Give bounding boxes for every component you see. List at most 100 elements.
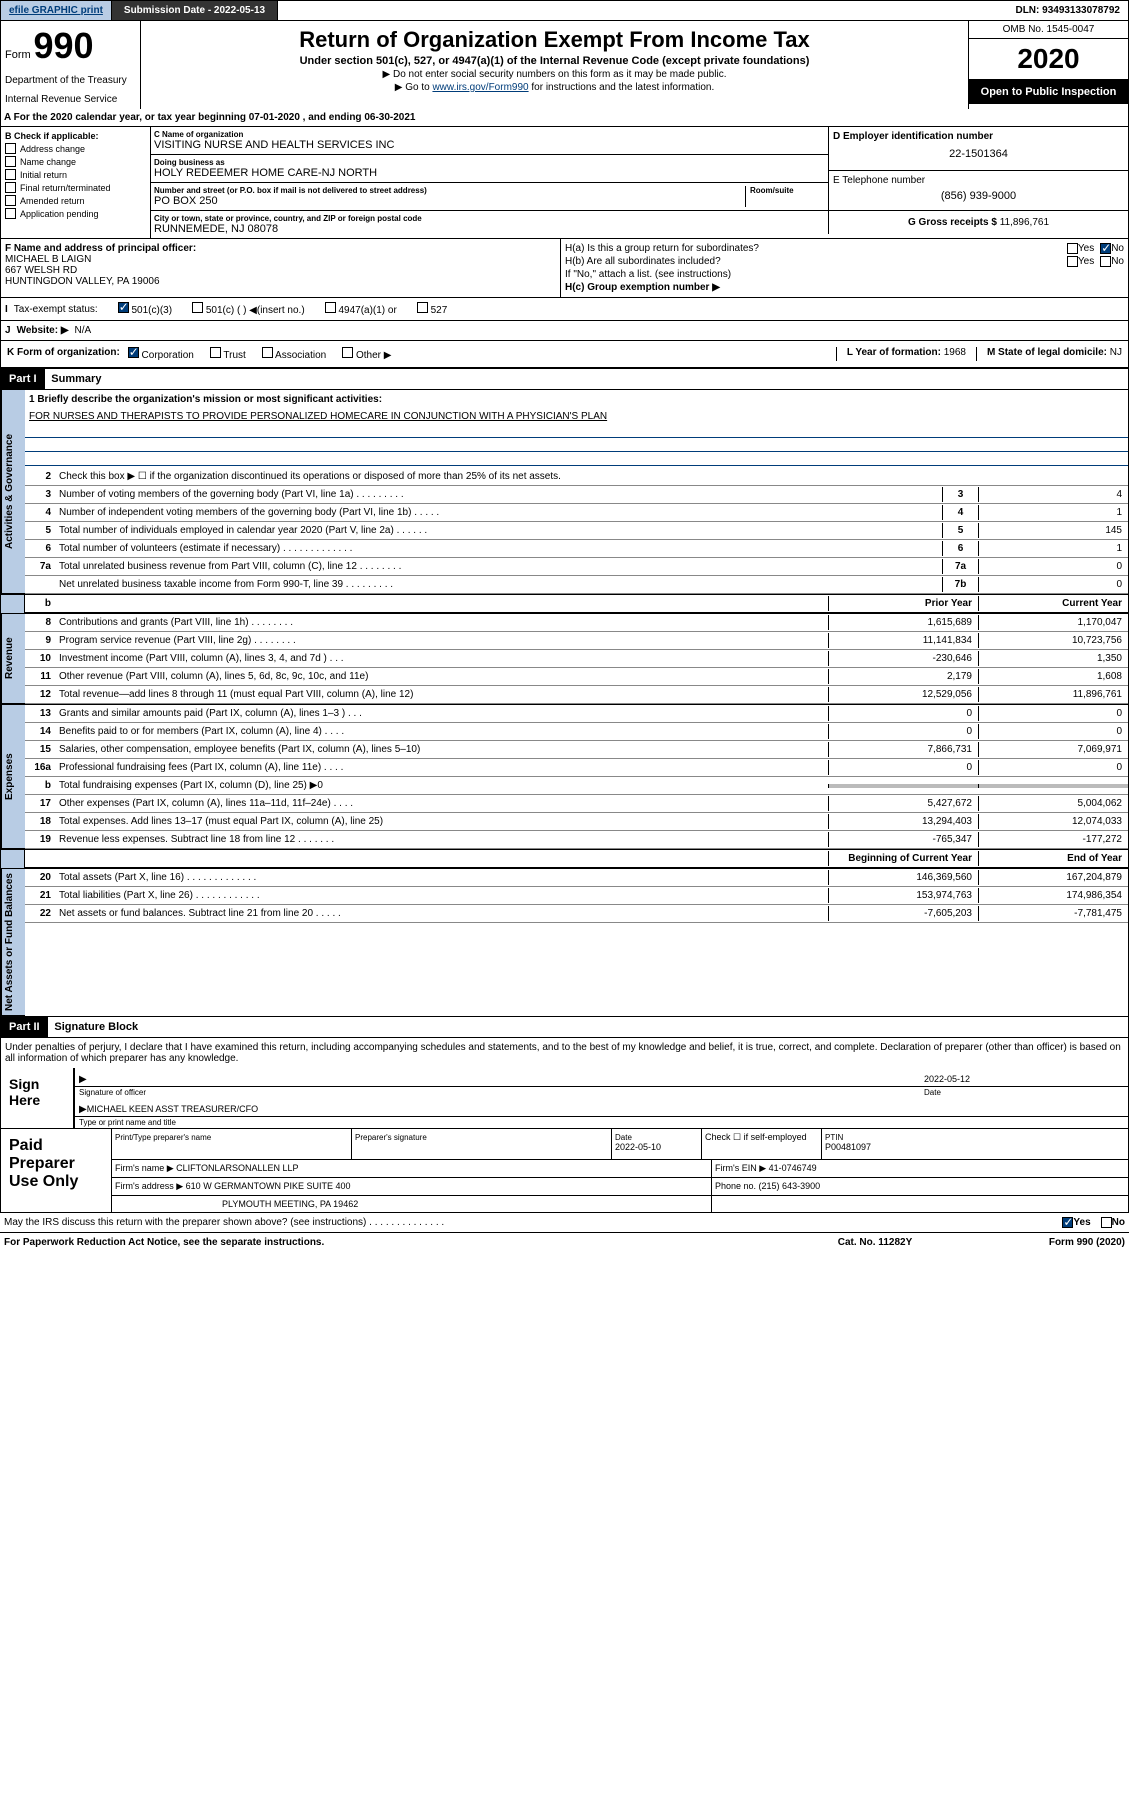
form-word: Form [5,49,31,61]
summary-governance: Activities & Governance 1 Briefly descri… [0,390,1129,595]
firm-name: CLIFTONLARSONALLEN LLP [176,1163,298,1173]
return-subtitle: Under section 501(c), 527, or 4947(a)(1)… [145,55,964,67]
paid-preparer-label: Paid Preparer Use Only [1,1129,111,1212]
signature-block: Under penalties of perjury, I declare th… [0,1038,1129,1129]
side-expenses: Expenses [1,705,25,849]
i-checkbox[interactable] [118,302,129,313]
gross-receipts: 11,896,761 [1000,217,1049,228]
form-header: Form 990 Department of the Treasury Inte… [0,21,1129,109]
side-revenue: Revenue [1,614,25,704]
k-checkbox[interactable] [342,347,353,358]
officer-name: MICHAEL B LAIGN [5,254,91,265]
sign-here-label: Sign Here [1,1068,73,1128]
hb-yes-chk[interactable] [1067,256,1078,267]
beg-year-hdr: Beginning of Current Year [828,851,978,866]
efile-link[interactable]: efile GRAPHIC print [1,1,112,20]
summary-line: 11Other revenue (Part VIII, column (A), … [25,668,1128,686]
b-checkbox[interactable] [5,208,16,219]
summary-line: 8Contributions and grants (Part VIII, li… [25,614,1128,632]
org-name: VISITING NURSE AND HEALTH SERVICES INC [154,139,825,151]
form-990: 990 [33,25,93,66]
sig-perjury: Under penalties of perjury, I declare th… [1,1038,1128,1068]
summary-line: 3Number of voting members of the governi… [25,486,1128,504]
k-checkbox[interactable] [210,347,221,358]
footer: For Paperwork Reduction Act Notice, see … [0,1233,1129,1252]
i-checkbox[interactable] [325,302,336,313]
summary-line: 4Number of independent voting members of… [25,504,1128,522]
open-inspection: Open to Public Inspection [969,80,1128,104]
sig-date: 2022-05-12 [924,1074,1124,1085]
box-f: F Name and address of principal officer:… [1,239,561,297]
summary-line: 7aTotal unrelated business revenue from … [25,558,1128,576]
summary-line: bTotal fundraising expenses (Part IX, co… [25,777,1128,795]
website: N/A [75,325,92,336]
bcde-block: B Check if applicable: Address changeNam… [0,127,1129,239]
k-checkbox[interactable] [128,347,139,358]
b-checkbox[interactable] [5,182,16,193]
hb-no-chk[interactable] [1100,256,1111,267]
summary-line: 13Grants and similar amounts paid (Part … [25,705,1128,723]
prior-year-hdr: Prior Year [828,596,978,611]
mission-text: FOR NURSES AND THERAPISTS TO PROVIDE PER… [25,409,1128,424]
discuss-row: May the IRS discuss this return with the… [0,1213,1129,1233]
dba-name: HOLY REDEEMER HOME CARE-NJ NORTH [154,167,825,179]
summary-line: 17Other expenses (Part IX, column (A), l… [25,795,1128,813]
summary-line: 19Revenue less expenses. Subtract line 1… [25,831,1128,849]
b-checkbox[interactable] [5,156,16,167]
b-checkbox[interactable] [5,195,16,206]
irs-text: Internal Revenue Service [5,94,136,105]
omb-no: OMB No. 1545-0047 [969,21,1128,39]
return-title: Return of Organization Exempt From Incom… [145,25,964,55]
officer-print-name: MICHAEL KEEN ASST TREASURER/CFO [87,1104,258,1115]
row-i: I Tax-exempt status: 501(c)(3) 501(c) ( … [0,298,1129,321]
fh-block: F Name and address of principal officer:… [0,239,1129,298]
box-c: C Name of organization VISITING NURSE AN… [151,127,828,238]
summary-expenses: Expenses 13Grants and similar amounts pa… [0,705,1129,850]
submission-btn[interactable]: Submission Date - 2022-05-13 [112,1,278,20]
prep-date: 2022-05-10 [615,1142,661,1152]
summary-line: 10Investment income (Part VIII, column (… [25,650,1128,668]
part2-header: Part II Signature Block [0,1017,1129,1038]
i-checkbox[interactable] [192,302,203,313]
side-net: Net Assets or Fund Balances [1,869,25,1016]
summary-hdr-row: b Prior Year Current Year [0,595,1129,614]
summary-line: 21Total liabilities (Part X, line 26) . … [25,887,1128,905]
summary-line: 14Benefits paid to or for members (Part … [25,723,1128,741]
summary-line: 9Program service revenue (Part VIII, lin… [25,632,1128,650]
discuss-no-chk[interactable] [1101,1217,1112,1228]
irs-link[interactable]: www.irs.gov/Form990 [432,82,528,93]
summary-line: 12Total revenue—add lines 8 through 11 (… [25,686,1128,704]
dept-text: Department of the Treasury [5,75,136,86]
goto-note: ▶ Go to www.irs.gov/Form990 for instruct… [145,82,964,93]
ein: 22-1501364 [833,142,1124,166]
side-governance: Activities & Governance [1,390,25,594]
summary-line: 15Salaries, other compensation, employee… [25,741,1128,759]
i-checkbox[interactable] [417,302,428,313]
k-checkbox[interactable] [262,347,273,358]
form-footer: Form 990 (2020) [975,1237,1125,1248]
line-a: A For the 2020 calendar year, or tax yea… [0,109,1129,127]
street-addr: PO BOX 250 [154,195,745,207]
tax-year: 2020 [969,39,1128,80]
ha-yes-chk[interactable] [1067,243,1078,254]
summary-net: Net Assets or Fund Balances 20Total asse… [0,869,1129,1017]
summary-net-hdr: Beginning of Current Year End of Year [0,850,1129,869]
discuss-yes-chk[interactable] [1062,1217,1073,1228]
summary-revenue: Revenue 8Contributions and grants (Part … [0,614,1129,705]
ha-no-chk[interactable] [1100,243,1111,254]
ptin: P00481097 [825,1142,871,1152]
dln-text: DLN: 93493133078792 [1007,1,1128,20]
ssn-note: ▶ Do not enter social security numbers o… [145,69,964,80]
paperwork-notice: For Paperwork Reduction Act Notice, see … [4,1237,775,1248]
summary-line: 5Total number of individuals employed in… [25,522,1128,540]
summary-line: 18Total expenses. Add lines 13–17 (must … [25,813,1128,831]
row-j: J Website: ▶ N/A [0,321,1129,341]
b-checkbox[interactable] [5,143,16,154]
summary-line: Net unrelated business taxable income fr… [25,576,1128,594]
summary-line: 20Total assets (Part X, line 16) . . . .… [25,869,1128,887]
part1-header: Part I Summary [0,368,1129,390]
year-formation: 1968 [944,347,966,358]
b-checkbox[interactable] [5,169,16,180]
end-year-hdr: End of Year [978,851,1128,866]
state-domicile: NJ [1110,347,1122,358]
